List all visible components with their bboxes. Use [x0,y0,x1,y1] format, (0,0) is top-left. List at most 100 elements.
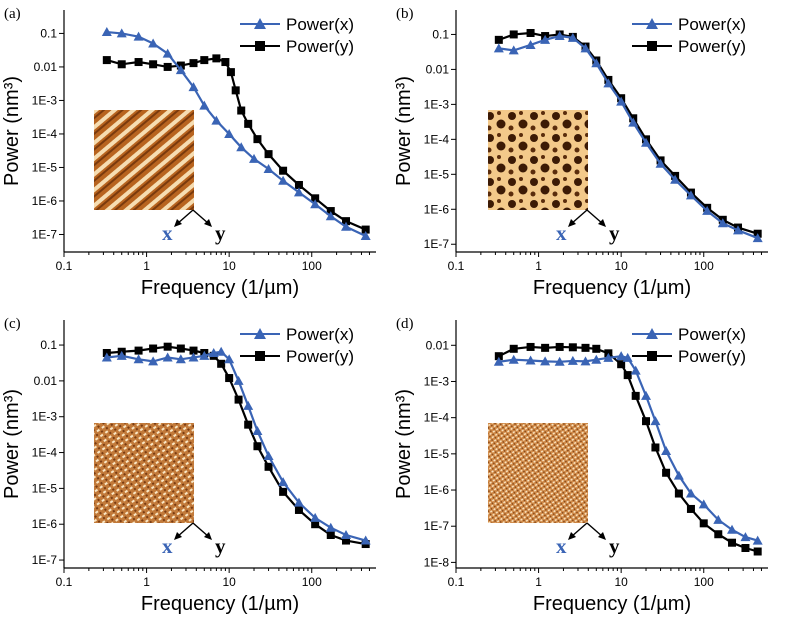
panel-c: (c) 0.1 1 10 100 1E-7 1E-6 1E-5 1E-4 1E-3 0.01 0.1 F… [1,316,376,615]
data-point [740,532,751,542]
x-tick-label: 0.1 [448,575,465,589]
data-point [623,371,632,380]
data-point [541,343,550,352]
data-point [631,391,640,400]
y-tick-label: 1E-7 [424,237,450,251]
series-power-y [494,342,762,556]
x-tick-label: 10 [614,575,628,589]
y-tick-label: 1E-6 [424,202,450,216]
y-axis-title: Power (nm³) [1,76,23,186]
data-point [134,346,143,355]
afm-inset-image [94,423,194,523]
data-point [698,499,709,509]
data-point [231,86,240,95]
x-tick-label: 0.1 [448,259,465,273]
data-point [592,344,601,353]
legend-label-power-y: Power(y) [286,37,354,56]
data-point [727,524,738,534]
legend-label-power-x: Power(x) [678,325,746,344]
y-axis-title: Power (nm³) [1,389,23,499]
series-power-x [101,27,371,241]
panel-label: (b) [396,6,414,22]
data-point [176,344,185,353]
legend-label-power-y: Power(y) [678,37,746,56]
afm-inset-image [488,423,588,523]
x-arrowhead [174,532,182,540]
y-axis-title: Power (nm³) [393,389,415,499]
data-point [554,31,565,41]
legend-marker-power-y [647,41,657,51]
data-point [752,535,763,545]
data-point [616,351,627,361]
x-tick-label: 0.1 [56,259,73,273]
data-point [311,520,320,529]
data-point [509,30,518,39]
legend: Power(x) Power(y) [632,325,746,366]
data-point [526,342,535,351]
x-tick-label: 100 [302,575,322,589]
data-point [263,451,274,461]
y-tick-label: 0.1 [40,338,57,352]
data-point [224,354,235,364]
data-point [526,28,535,37]
data-point [717,218,728,228]
y-direction-label: y [215,221,226,245]
data-point [685,488,696,498]
x-arrowhead [568,219,576,227]
data-point [580,356,591,366]
data-point [617,360,626,369]
data-point [217,359,226,368]
data-point [149,60,158,69]
y-tick-label: 0.01 [426,62,450,76]
data-point [752,233,763,243]
data-point [244,119,253,128]
afm-inset-image [488,110,588,210]
data-point [509,344,518,353]
data-point [325,522,336,532]
y-direction-label: y [609,221,620,245]
data-point [670,174,681,184]
x-direction-label: x [162,534,173,558]
x-tick-label: 10 [222,575,236,589]
legend-marker-power-y [647,351,657,361]
legend-marker-power-x [254,328,266,339]
x-direction-label: x [556,221,567,245]
data-point [249,153,260,163]
y-tick-label: 1E-4 [32,127,58,141]
data-point [237,106,246,115]
data-point [567,355,578,365]
data-point [655,158,666,168]
data-point [651,443,660,452]
data-point [253,442,262,451]
y-tick-label: 0.01 [426,338,450,352]
x-tick-label: 10 [614,259,628,273]
x-direction-arrow [570,209,588,225]
data-point [175,65,186,75]
x-axis-title: Frequency (1/µm) [141,277,299,299]
x-axis-title: Frequency (1/µm) [533,277,691,299]
data-point [199,350,210,360]
legend-marker-power-y [255,351,265,361]
data-point [188,82,199,92]
y-arrowhead [204,219,212,227]
legend: Power(x) Power(y) [632,15,746,56]
y-tick-label: 1E-3 [424,97,450,111]
series-power-y [102,54,370,234]
y-tick-label: 1E-5 [424,167,450,181]
data-point [264,150,273,159]
data-point [252,425,263,435]
data-point [342,536,351,545]
data-point [713,514,724,524]
data-point [673,470,684,480]
data-point [493,356,504,366]
series-power-x [101,346,371,545]
data-point [580,43,591,53]
x-axis-title: Frequency (1/µm) [141,593,299,615]
data-point [163,62,172,71]
data-point [591,354,602,364]
data-point [278,477,289,487]
data-point [603,352,614,362]
data-point [508,354,519,364]
data-point [279,487,288,496]
data-point [293,187,304,197]
